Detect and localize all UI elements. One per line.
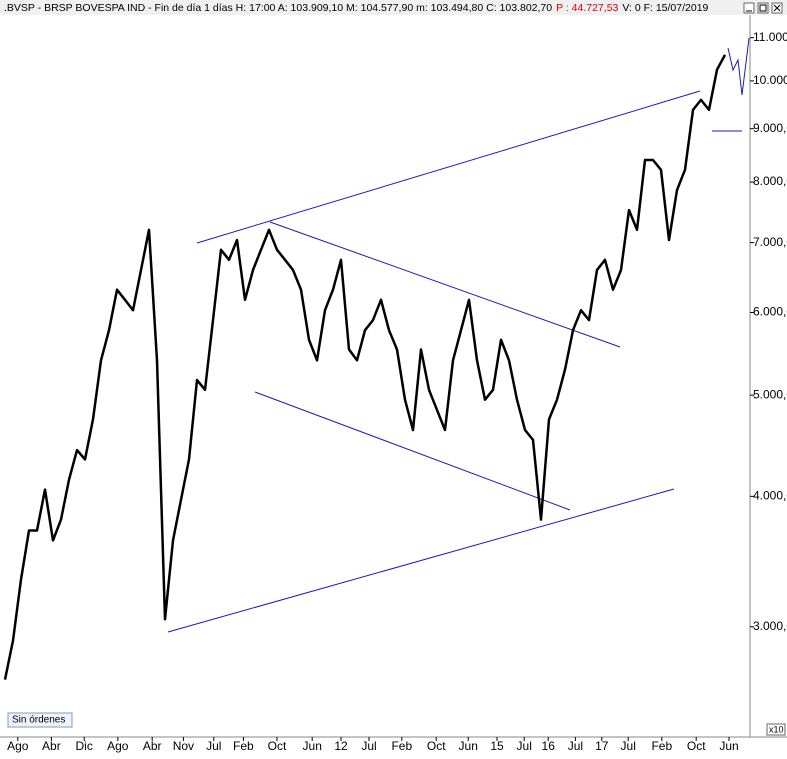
scale-box bbox=[766, 723, 786, 736]
header-tail: V: 0 F: 15/07/2019 bbox=[622, 2, 708, 14]
minimize-button[interactable] bbox=[743, 2, 755, 14]
x-tick-label: 17 bbox=[595, 739, 609, 753]
x-tick-label: Jun bbox=[719, 739, 738, 753]
header-bar bbox=[0, 0, 787, 15]
trend-line bbox=[196, 90, 701, 244]
status-text: Sin órdenes bbox=[12, 715, 65, 726]
y-tick-label: 5.000,0 bbox=[753, 387, 787, 401]
x-tick-label: Jul bbox=[621, 739, 636, 753]
x-tick-label: Jul bbox=[517, 739, 532, 753]
header: .BVSP - BRSP BOVESPA IND - Fin de día 1 … bbox=[0, 0, 787, 15]
x-tick-label: 15 bbox=[490, 739, 504, 753]
x-tick-label: Feb bbox=[233, 739, 254, 753]
y-tick-label: 3.000,0 bbox=[753, 619, 787, 633]
y-tick-label: 8.000,0 bbox=[753, 174, 787, 188]
y-tick-label: 9.000,0 bbox=[753, 121, 787, 135]
y-tick-label: 4.000,0 bbox=[753, 489, 787, 503]
x-tick-label: Dic bbox=[76, 739, 93, 753]
maximize-icon bbox=[759, 4, 767, 12]
x-tick-label: 16 bbox=[542, 739, 556, 753]
header-text: .BVSP - BRSP BOVESPA IND - Fin de día 1 … bbox=[4, 2, 552, 14]
y-tick-label: 11.000, bbox=[753, 30, 787, 44]
header-info: .BVSP - BRSP BOVESPA IND - Fin de día 1 … bbox=[4, 2, 709, 14]
x-tick-label: Feb bbox=[391, 739, 412, 753]
x-tick-label: Jul bbox=[361, 739, 376, 753]
x-tick-label: Feb bbox=[651, 739, 672, 753]
y-tick-label: 10.000, bbox=[753, 73, 787, 87]
trend-line bbox=[269, 221, 621, 348]
x-tick-label: Jul bbox=[206, 739, 221, 753]
x-tick-label: Abr bbox=[42, 739, 61, 753]
x-tick-label: Oct bbox=[268, 739, 287, 753]
x-tick-label: 12 bbox=[334, 739, 348, 753]
price-line bbox=[3, 54, 727, 680]
x-tick-label: Jul bbox=[568, 739, 583, 753]
x-tick-label: Ago bbox=[107, 739, 129, 753]
status-box[interactable] bbox=[7, 712, 73, 728]
projection-line bbox=[727, 37, 750, 96]
x-tick-label: Jun bbox=[459, 739, 478, 753]
trend-line bbox=[167, 488, 675, 633]
header-p: P : 44.727,53 bbox=[556, 2, 618, 14]
x-tick-label: Oct bbox=[687, 739, 706, 753]
x-tick-label: Jun bbox=[303, 739, 322, 753]
y-tick-label: 7.000,0 bbox=[753, 235, 787, 249]
close-icon bbox=[773, 4, 781, 12]
x-tick-label: Nov bbox=[173, 739, 194, 753]
trend-lines bbox=[167, 37, 750, 633]
trend-line bbox=[254, 391, 571, 511]
x-tick-label: Ago bbox=[7, 739, 29, 753]
x-tick-label: Abr bbox=[143, 739, 162, 753]
x-tick-label: Oct bbox=[427, 739, 446, 753]
y-tick-label: 6.000,0 bbox=[753, 305, 787, 319]
maximize-button[interactable] bbox=[757, 2, 769, 14]
scale-note: x10 bbox=[769, 724, 784, 734]
